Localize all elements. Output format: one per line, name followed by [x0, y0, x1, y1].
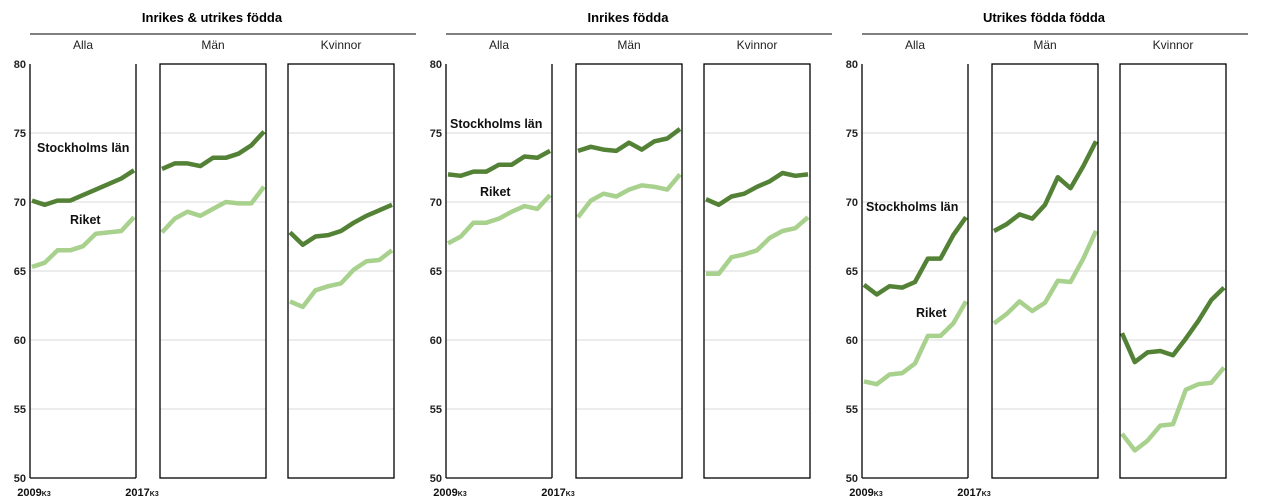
- y-tick-label: 60: [430, 335, 442, 347]
- panel-title: Kvinnor: [321, 38, 362, 52]
- series-line-stockholms-lan: [705, 170, 809, 208]
- y-tick-label: 70: [14, 197, 26, 209]
- plot-area: [1120, 285, 1226, 453]
- series-line-stockholms-lan: [862, 215, 968, 297]
- panel-män: Män: [991, 38, 1099, 479]
- series-label-riket: Riket: [916, 306, 947, 320]
- series-line-riket: [992, 230, 1098, 326]
- series-line-stockholms-lan: [288, 202, 393, 248]
- plot-area: [862, 215, 968, 387]
- x-tick-label: 2009K3: [433, 487, 467, 499]
- y-tick-label: 55: [846, 404, 858, 416]
- panel-män: Män: [575, 38, 683, 479]
- panel-title: Alla: [489, 38, 509, 52]
- y-tick-label: 50: [14, 473, 26, 485]
- panel-title: Män: [201, 38, 224, 52]
- chart-group-1: Inrikes & utrikes födda50556065707580All…: [14, 10, 416, 499]
- y-tick-label: 75: [430, 128, 442, 140]
- plot-area: [576, 127, 682, 219]
- panel-title: Alla: [73, 38, 93, 52]
- series-line-riket: [1120, 366, 1226, 453]
- series-line-stockholms-lan: [447, 148, 552, 179]
- panel-alla: Alla Stockholms län Riket 2009K3 2017K3: [17, 38, 159, 499]
- plot-area: [31, 168, 136, 270]
- series-line-stockholms-lan: [992, 140, 1098, 233]
- y-tick-label: 55: [14, 404, 26, 416]
- series-line-stockholms-lan: [577, 127, 682, 154]
- series-line-riket: [576, 172, 682, 219]
- series-line-riket: [706, 215, 810, 277]
- panel-kvinnor: Kvinnor: [287, 38, 395, 479]
- panel-border: [1119, 63, 1227, 479]
- group-title: Utrikes födda födda: [983, 10, 1106, 25]
- series-label-riket: Riket: [70, 213, 101, 227]
- panel-title: Män: [1033, 38, 1056, 52]
- series-line-riket: [289, 248, 394, 310]
- plot-area: [705, 170, 810, 277]
- series-line-riket: [31, 215, 136, 270]
- y-tick-label: 50: [846, 473, 858, 485]
- series-line-stockholms-lan: [161, 130, 266, 171]
- series-label-riket: Riket: [480, 185, 511, 199]
- y-tick-label: 65: [430, 266, 442, 278]
- plot-area: [160, 130, 266, 234]
- y-tick-label: 80: [14, 59, 26, 71]
- y-tick-label: 65: [14, 266, 26, 278]
- panel-alla: Alla Stockholms län Riket 2009K3 2017K3: [849, 38, 991, 499]
- panel-border: [703, 63, 811, 479]
- panel-title: Män: [617, 38, 640, 52]
- x-tick-label: 2009K3: [17, 487, 51, 499]
- y-tick-label: 70: [430, 197, 442, 209]
- plot-area: [446, 148, 552, 246]
- panel-män: Män: [159, 38, 267, 479]
- y-tick-label: 75: [14, 128, 26, 140]
- panel-border: [991, 63, 1099, 479]
- panel-kvinnor: Kvinnor: [1119, 38, 1227, 479]
- y-tick-label: 60: [846, 335, 858, 347]
- y-tick-label: 60: [14, 335, 26, 347]
- plot-area: [288, 202, 394, 310]
- panel-kvinnor: Kvinnor: [703, 38, 811, 479]
- x-tick-label: 2017K3: [957, 487, 991, 499]
- series-label-stockholms-lan: Stockholms län: [37, 141, 129, 155]
- y-tick-label: 55: [430, 404, 442, 416]
- group-title: Inrikes födda: [588, 10, 670, 25]
- series-line-stockholms-lan: [1120, 285, 1226, 365]
- x-tick-label: 2017K3: [125, 487, 159, 499]
- chart-group-2: Inrikes födda 50 55 60 65 70 75 80 Alla Stockholm…: [430, 10, 832, 499]
- y-tick-label: 70: [846, 197, 858, 209]
- series-line-riket: [446, 193, 552, 246]
- panel-title: Kvinnor: [737, 38, 778, 52]
- chart-group-3: Utrikes födda födda 50 55 60 65 70 75 80 Alla Sto…: [846, 10, 1248, 499]
- panel-title: Kvinnor: [1153, 38, 1194, 52]
- y-tick-label: 75: [846, 128, 858, 140]
- y-tick-label: 50: [430, 473, 442, 485]
- y-tick-label: 65: [846, 266, 858, 278]
- x-tick-label: 2009K3: [849, 487, 883, 499]
- panel-title: Alla: [905, 38, 925, 52]
- group-title: Inrikes & utrikes födda: [142, 10, 283, 25]
- x-tick-label: 2017K3: [541, 487, 575, 499]
- panel-border: [159, 63, 267, 479]
- y-tick-label: 80: [430, 59, 442, 71]
- panel-alla: Alla Stockholms län Riket 2009K3 2017K3: [433, 38, 575, 499]
- y-tick-label: 80: [846, 59, 858, 71]
- series-line-stockholms-lan: [31, 168, 136, 208]
- plot-area: [992, 140, 1098, 326]
- panel-border: [287, 63, 395, 479]
- panel-border: [575, 63, 683, 479]
- series-line-riket: [160, 185, 266, 234]
- series-line-riket: [863, 300, 968, 387]
- series-label-stockholms-lan: Stockholms län: [450, 117, 542, 131]
- series-label-stockholms-lan: Stockholms län: [866, 200, 958, 214]
